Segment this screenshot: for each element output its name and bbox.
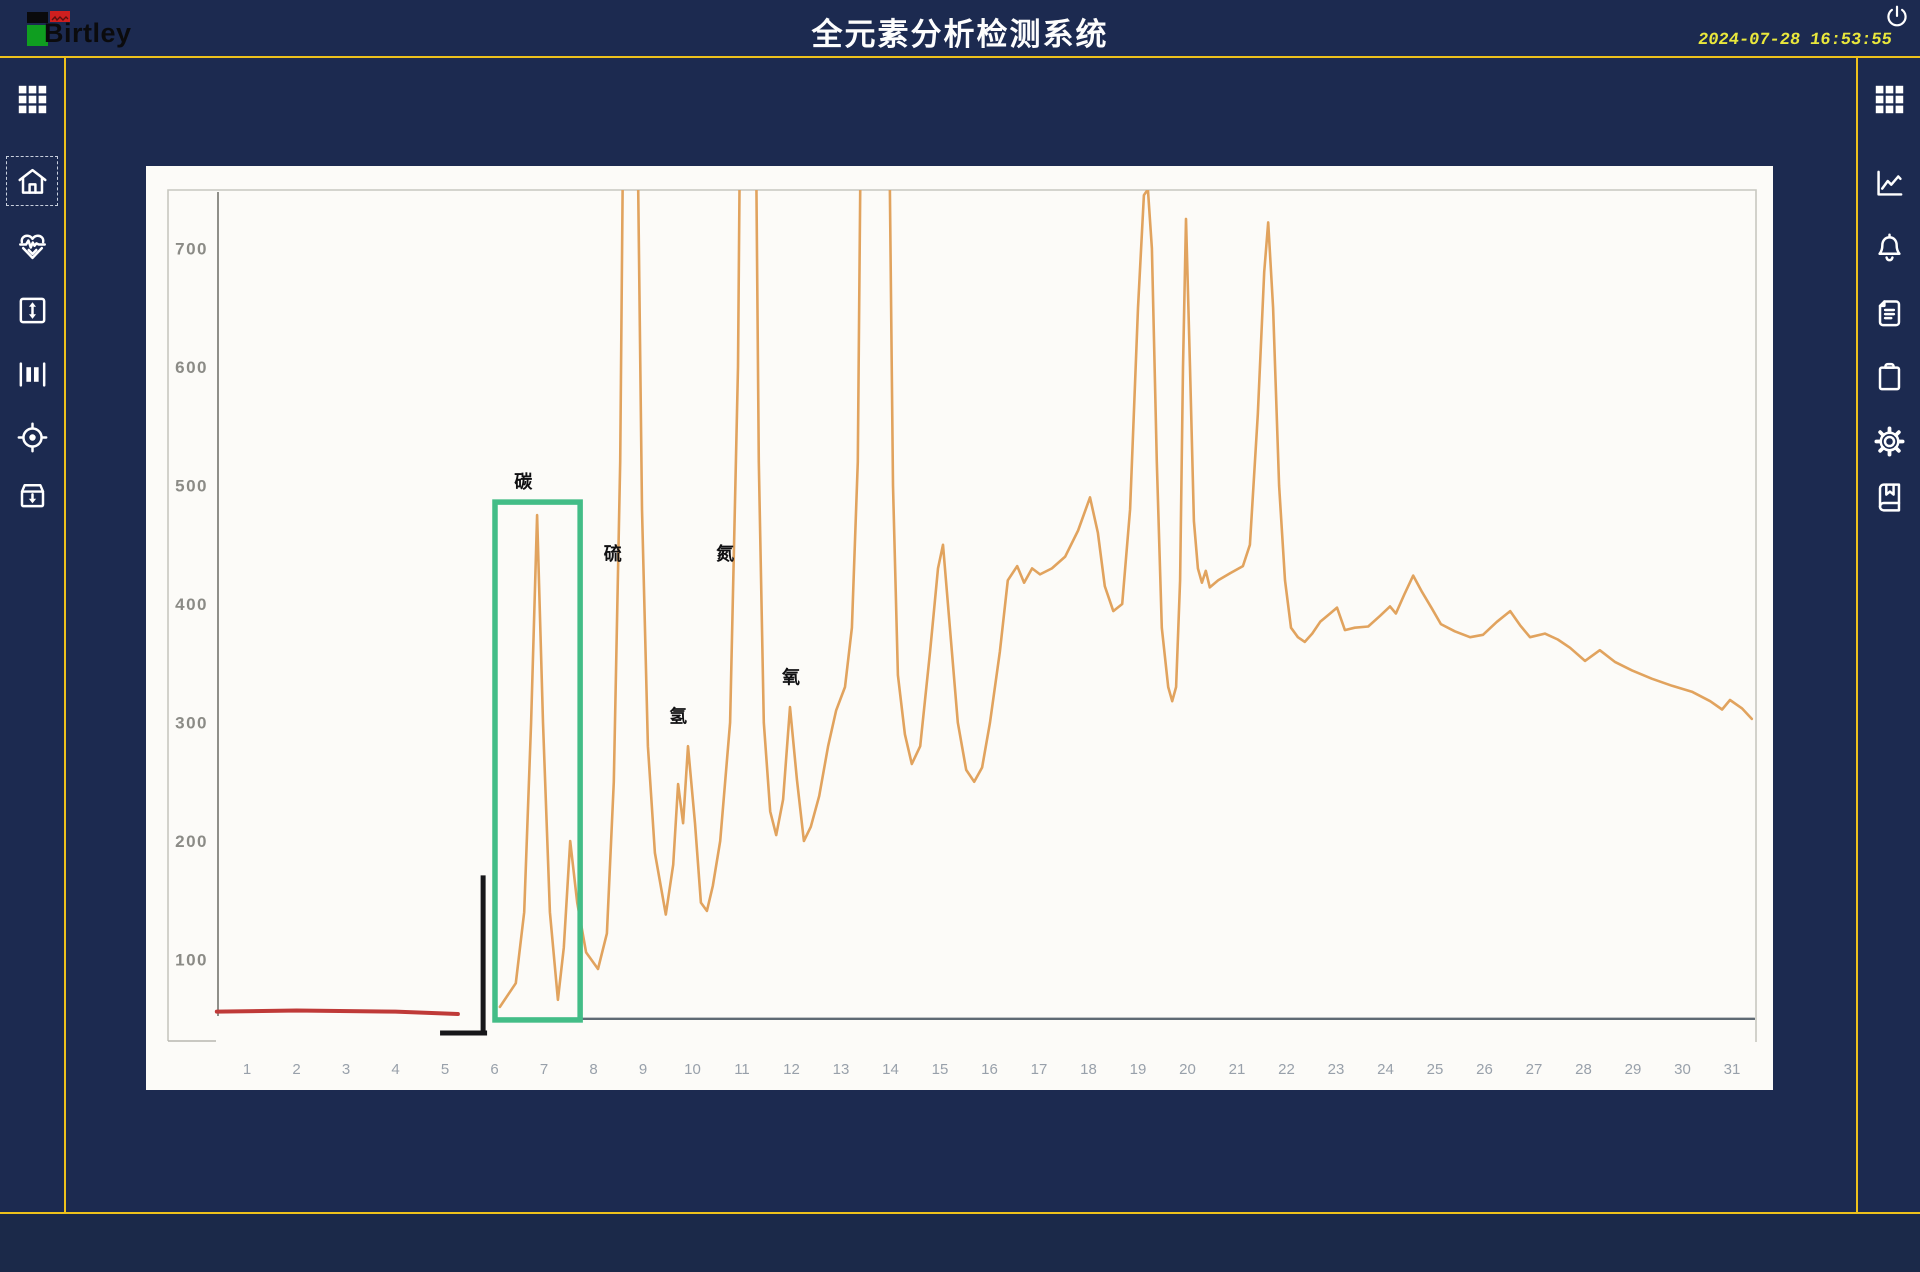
date-text: 2024-07-28 — [1697, 31, 1802, 50]
clipboard-icon — [1878, 362, 1900, 390]
svg-text:18: 18 — [1080, 1061, 1097, 1078]
svg-text:6: 6 — [490, 1061, 498, 1078]
svg-text:4: 4 — [391, 1061, 399, 1078]
svg-text:25: 25 — [1427, 1061, 1444, 1078]
svg-text:31: 31 — [1724, 1061, 1741, 1078]
top-bar: Birtley 全元素分析检测系统 2024-07-28 16:53:55 — [0, 0, 1920, 58]
svg-text:20: 20 — [1179, 1061, 1196, 1078]
power-icon — [1887, 5, 1907, 27]
grid-icon — [1875, 85, 1903, 113]
svg-text:700: 700 — [175, 240, 208, 259]
svg-text:24: 24 — [1377, 1061, 1394, 1078]
bottom-bar — [0, 1212, 1920, 1272]
svg-text:13: 13 — [833, 1061, 850, 1078]
svg-text:14: 14 — [882, 1061, 899, 1078]
power-button[interactable] — [1884, 4, 1910, 30]
grid-icon — [18, 85, 46, 113]
svg-text:23: 23 — [1328, 1061, 1345, 1078]
sidebar-item-apps-right[interactable] — [1863, 74, 1915, 124]
svg-text:硫: 硫 — [604, 543, 622, 564]
gear-icon — [1873, 425, 1905, 457]
svg-text:30: 30 — [1674, 1061, 1691, 1078]
svg-text:7: 7 — [540, 1061, 548, 1078]
report-icon — [1878, 299, 1900, 326]
svg-text:27: 27 — [1526, 1061, 1543, 1078]
svg-text:500: 500 — [175, 477, 208, 496]
svg-text:16: 16 — [981, 1061, 998, 1078]
svg-text:8: 8 — [589, 1061, 597, 1078]
sidebar-item-curves[interactable] — [1863, 158, 1915, 208]
svg-text:1: 1 — [243, 1061, 251, 1078]
sidebar-item-calibration[interactable] — [6, 412, 58, 462]
book-icon — [1878, 482, 1900, 512]
svg-text:21: 21 — [1229, 1061, 1246, 1078]
svg-text:300: 300 — [175, 714, 208, 733]
svg-text:17: 17 — [1031, 1061, 1048, 1078]
svg-text:9: 9 — [639, 1061, 647, 1078]
sidebar-item-reports[interactable] — [1863, 288, 1915, 338]
right-sidebar — [1856, 58, 1920, 1212]
home-icon — [17, 168, 47, 194]
svg-text:氧: 氧 — [781, 666, 800, 687]
sidebar-item-settings[interactable] — [1863, 416, 1915, 466]
svg-text:100: 100 — [175, 951, 208, 970]
heart-pulse-icon — [18, 233, 46, 259]
svg-text:氮: 氮 — [716, 543, 734, 564]
sidebar-item-records[interactable] — [1863, 472, 1915, 522]
brand-logo: Birtley — [27, 10, 177, 50]
svg-text:19: 19 — [1130, 1061, 1147, 1078]
time-text: 16:53:55 — [1809, 31, 1894, 50]
logo-black-square — [27, 12, 48, 23]
svg-text:26: 26 — [1476, 1061, 1493, 1078]
sidebar-item-home[interactable] — [6, 156, 58, 206]
page-title: 全元素分析检测系统 — [811, 17, 1109, 52]
svg-text:3: 3 — [342, 1061, 350, 1078]
left-sidebar — [0, 58, 66, 1212]
logo-red-square — [50, 11, 70, 22]
svg-text:5: 5 — [441, 1061, 449, 1078]
svg-text:22: 22 — [1278, 1061, 1295, 1078]
inbox-download-icon — [20, 483, 44, 507]
target-icon — [17, 422, 47, 452]
datetime-display: 2024-07-28 16:53:55 — [1687, 31, 1893, 50]
sidebar-item-tasks[interactable] — [1863, 352, 1915, 402]
svg-text:12: 12 — [783, 1061, 800, 1078]
svg-text:200: 200 — [175, 832, 208, 851]
bell-icon — [1877, 233, 1901, 261]
logo-text: Birtley — [44, 18, 132, 48]
svg-text:400: 400 — [175, 595, 208, 614]
svg-text:11: 11 — [734, 1061, 750, 1078]
svg-text:600: 600 — [175, 358, 208, 377]
svg-text:10: 10 — [684, 1061, 701, 1078]
sidebar-item-width[interactable] — [6, 349, 58, 399]
logo-green-square — [27, 25, 48, 46]
width-bars-icon — [19, 361, 45, 387]
sidebar-item-monitor[interactable] — [6, 221, 58, 271]
svg-text:28: 28 — [1575, 1061, 1592, 1078]
vertical-range-icon — [19, 297, 45, 323]
sidebar-item-alarms[interactable] — [1863, 223, 1915, 273]
sidebar-item-apps[interactable] — [6, 74, 58, 124]
svg-text:碳: 碳 — [514, 471, 533, 492]
chromatogram-panel: 100 200 300 400 500 600 700 1 2 3 4 5 6 7 8 9 10 11 12 13 14… — [146, 166, 1773, 1090]
svg-text:2: 2 — [292, 1061, 300, 1078]
svg-text:氢: 氢 — [669, 706, 687, 727]
line-chart-icon — [1876, 170, 1902, 196]
svg-text:29: 29 — [1625, 1061, 1642, 1078]
svg-text:15: 15 — [932, 1061, 949, 1078]
sidebar-item-archive[interactable] — [6, 470, 58, 520]
sidebar-item-range[interactable] — [6, 285, 58, 335]
